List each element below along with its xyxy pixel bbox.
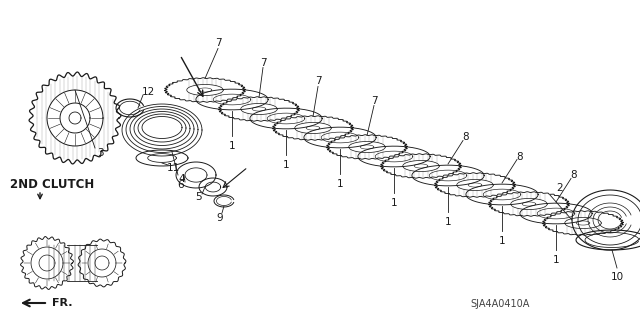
Text: 8: 8	[571, 170, 577, 181]
Text: 7: 7	[315, 77, 321, 86]
Text: 11: 11	[166, 163, 180, 173]
Text: 3: 3	[97, 148, 103, 158]
Text: 1: 1	[553, 255, 559, 265]
Text: 1: 1	[228, 141, 236, 151]
Text: 1: 1	[445, 217, 451, 227]
Text: FR.: FR.	[52, 298, 72, 308]
Text: 7: 7	[214, 39, 221, 48]
Text: 7: 7	[260, 57, 266, 68]
Text: 2: 2	[557, 183, 563, 193]
Text: SJA4A0410A: SJA4A0410A	[470, 299, 529, 309]
Text: 2ND CLUTCH: 2ND CLUTCH	[10, 179, 94, 191]
Text: 9: 9	[217, 213, 223, 223]
Text: 7: 7	[371, 95, 378, 106]
Text: 1: 1	[499, 236, 506, 246]
Text: 8: 8	[516, 152, 524, 161]
Text: 6: 6	[178, 180, 184, 190]
Text: 4: 4	[179, 174, 186, 184]
Text: 1: 1	[283, 160, 289, 170]
Text: 10: 10	[611, 272, 623, 282]
Text: 8: 8	[463, 132, 469, 143]
Text: 12: 12	[141, 87, 155, 97]
Text: 1: 1	[337, 179, 343, 189]
Text: 5: 5	[196, 192, 202, 202]
Text: 1: 1	[390, 198, 397, 208]
